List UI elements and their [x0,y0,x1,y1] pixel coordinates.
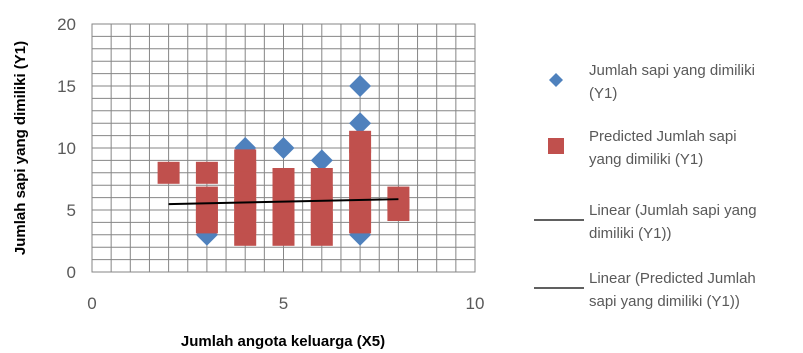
actual-point [310,149,333,172]
predicted-point [157,161,180,184]
actual-point [349,75,372,97]
predicted-point [349,130,372,153]
series-predicted-points [157,130,410,246]
predicted-point [310,168,333,190]
grid-lines [92,24,475,272]
legend-label: Jumlah sapi yang dimiliki [589,62,755,79]
x-tick-label: 10 [466,294,485,313]
legend-label: dimiliki (Y1)) [589,225,672,242]
legend-marker-square [548,138,564,154]
x-tick-label: 0 [87,294,96,313]
predicted-point [272,186,295,209]
y-axis-title: Jumlah sapi yang dimiliki (Y1) [12,41,29,255]
actual-point [272,137,295,159]
trendline [168,198,399,205]
y-tick-label: 15 [57,77,76,96]
y-tick-label: 0 [67,263,76,282]
y-tick-label: 10 [57,139,76,158]
legend-label: sapi yang dimiliki (Y1)) [589,293,740,310]
legend-label: yang dimiliki (Y1) [589,151,703,168]
legend-label: Predicted Jumlah sapi [589,128,737,145]
y-tick-label: 20 [57,15,76,34]
x-axis-title: Jumlah angota keluarga (X5) [181,333,385,350]
predicted-point [195,186,218,209]
predicted-point [272,168,295,190]
y-tick-label: 5 [67,201,76,220]
legend-label: Linear (Predicted Jumlah [589,270,756,287]
axis-ticks: 0 5 10 15 20 0 5 10 [57,15,484,313]
predicted-point [195,161,218,184]
predicted-point [349,149,372,172]
plot-area [91,23,476,273]
actual-point [349,112,372,135]
legend: Jumlah sapi yang dimiliki (Y1) Predicted J… [534,62,757,310]
trendlines [168,198,399,206]
predicted-point [234,149,257,172]
predicted-point [387,186,410,209]
legend-label: Linear (Jumlah sapi yang [589,202,757,219]
legend-label: (Y1) [589,85,617,102]
legend-marker-diamond [549,73,563,87]
predicted-point [310,186,333,209]
x-tick-label: 5 [279,294,288,313]
